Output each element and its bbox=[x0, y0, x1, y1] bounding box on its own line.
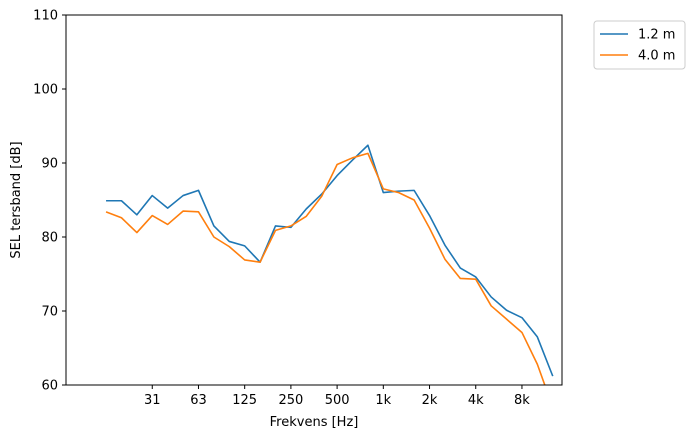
y-tick-label: 90 bbox=[41, 157, 58, 172]
y-axis-ticks: 60 70 80 90 100 110 bbox=[33, 9, 66, 394]
x-tick-label: 8k bbox=[514, 393, 530, 408]
x-tick-label: 4k bbox=[468, 393, 484, 408]
legend-box bbox=[593, 20, 686, 70]
x-tick-label: 31 bbox=[144, 393, 161, 408]
series-layer bbox=[105, 144, 554, 385]
x-tick-label: 500 bbox=[325, 393, 350, 408]
axes-frame bbox=[65, 14, 563, 386]
legend: 1.2 m 4.0 m bbox=[593, 20, 686, 70]
legend-label-1-2m: 1.2 m bbox=[638, 28, 675, 43]
x-axis-label: Frekvens [Hz] bbox=[270, 415, 359, 430]
y-tick-label: 80 bbox=[41, 231, 58, 246]
y-tick-label: 110 bbox=[33, 9, 58, 24]
x-tick-label: 2k bbox=[422, 393, 438, 408]
legend-label-4-0m: 4.0 m bbox=[638, 49, 675, 64]
x-tick-label: 63 bbox=[190, 393, 207, 408]
y-tick-label: 70 bbox=[41, 305, 58, 320]
series-line-1-2-m bbox=[106, 144, 554, 377]
x-axis-ticks: 31 63 125 250 500 1k 2k 4k 8k bbox=[144, 385, 530, 408]
x-tick-label: 1k bbox=[375, 393, 391, 408]
x-tick-label: 125 bbox=[232, 393, 257, 408]
x-tick-label: 250 bbox=[278, 393, 303, 408]
y-tick-label: 100 bbox=[33, 83, 58, 98]
series-line-4-0-m bbox=[105, 152, 546, 385]
y-axis-label: SEL tersband [dB] bbox=[9, 141, 24, 258]
y-tick-label: 60 bbox=[41, 379, 58, 394]
